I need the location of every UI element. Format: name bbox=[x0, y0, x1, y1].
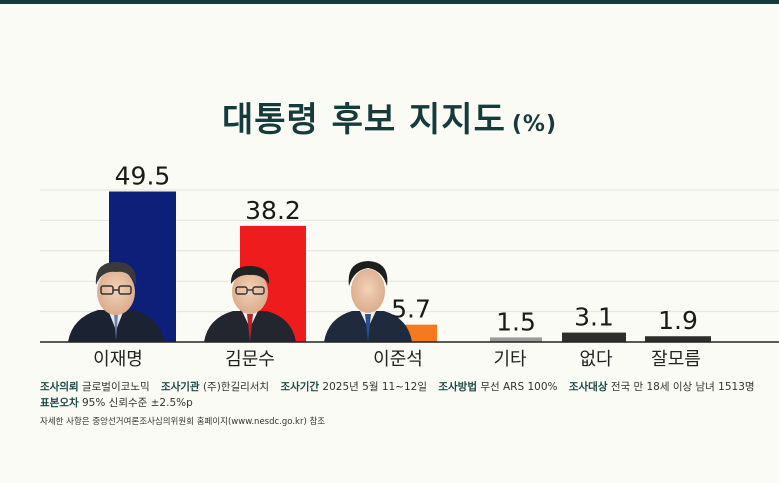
bar-other bbox=[490, 337, 542, 342]
cat-kim-moonsoo: 김문수 bbox=[225, 349, 275, 370]
value-none: 3.1 bbox=[574, 303, 614, 332]
period-value: 2025년 5월 11~12일 bbox=[322, 381, 427, 393]
cat-lee-jaemyung: 이재명 bbox=[93, 349, 143, 370]
portrait-kim-moonsoo bbox=[204, 266, 296, 342]
target-value: 전국 만 18세 이상 남녀 1513명 bbox=[610, 381, 755, 393]
title-text: 대통령 후보 지지도 bbox=[221, 100, 506, 140]
cat-lee-junseok: 이준석 bbox=[373, 349, 423, 370]
value-labels: 49.5 38.2 5.7 1.5 3.1 1.9 bbox=[115, 162, 698, 337]
method-value: 무선 ARS 100% bbox=[480, 381, 558, 393]
title-unit: (%) bbox=[511, 112, 558, 137]
footnote: 자세한 사항은 중앙선거여론조사심의위원회 홈페이지(www.nesdc.go.… bbox=[40, 417, 326, 427]
cat-dunno: 잘모름 bbox=[651, 349, 701, 370]
requester-key: 조사의뢰 bbox=[40, 381, 79, 393]
category-labels: 이재명 김문수 이준석 기타 없다 잘모름 bbox=[93, 349, 701, 370]
requester-value: 글로벌이코노믹 bbox=[81, 381, 150, 393]
survey-info-line-2: 표본오차 95% 신뢰수준 ±2.5%p bbox=[40, 395, 755, 411]
value-other: 1.5 bbox=[496, 307, 536, 336]
survey-info-line-1: 조사의뢰 글로벌이코노믹 조사기관 (주)한길리서치 조사기간 2025년 5월… bbox=[40, 379, 755, 395]
value-kim-moonsoo: 38.2 bbox=[245, 196, 301, 225]
agency-value: (주)한길리서치 bbox=[202, 381, 270, 393]
cat-other: 기타 bbox=[493, 349, 527, 370]
value-lee-jaemyung: 49.5 bbox=[115, 162, 171, 191]
chart-title: 대통령 후보 지지도 (%) bbox=[0, 92, 779, 141]
error-value: 95% 신뢰수준 ±2.5%p bbox=[81, 397, 193, 409]
value-lee-junseok: 5.7 bbox=[391, 295, 431, 324]
cat-none: 없다 bbox=[579, 349, 613, 370]
target-key: 조사대상 bbox=[568, 381, 608, 393]
method-key: 조사방법 bbox=[438, 381, 477, 393]
value-dunno: 1.9 bbox=[658, 306, 698, 335]
period-key: 조사기간 bbox=[280, 381, 320, 393]
bar-none bbox=[562, 332, 626, 342]
bar-dunno bbox=[645, 336, 711, 342]
portrait-lee-jaemyung bbox=[68, 262, 164, 342]
error-key: 표본오차 bbox=[40, 397, 79, 409]
top-stripe bbox=[0, 0, 779, 4]
survey-info: 조사의뢰 글로벌이코노믹 조사기관 (주)한길리서치 조사기간 2025년 5월… bbox=[40, 379, 755, 411]
agency-key: 조사기관 bbox=[160, 381, 200, 393]
portrait-lee-junseok bbox=[324, 261, 412, 342]
